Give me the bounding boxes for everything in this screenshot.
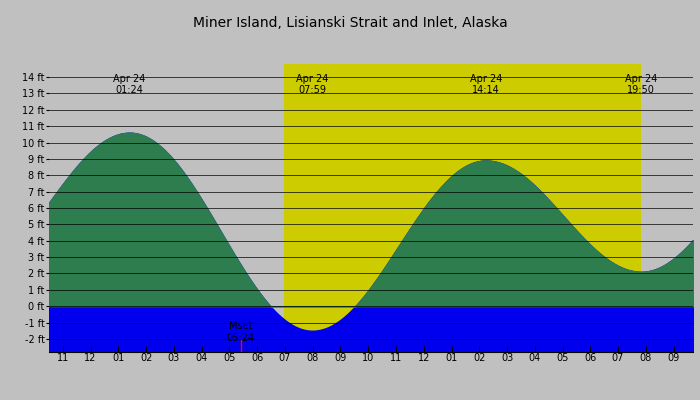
- Text: Mset
05:24: Mset 05:24: [227, 322, 255, 343]
- Text: Apr 24
14:14: Apr 24 14:14: [470, 74, 502, 96]
- Text: Apr 24
07:59: Apr 24 07:59: [296, 74, 328, 96]
- Text: Miner Island, Lisianski Strait and Inlet, Alaska: Miner Island, Lisianski Strait and Inlet…: [193, 16, 508, 30]
- Text: Apr 24
01:24: Apr 24 01:24: [113, 74, 146, 96]
- Bar: [284, 64, 641, 352]
- Text: Apr 24
19:50: Apr 24 19:50: [625, 74, 657, 96]
